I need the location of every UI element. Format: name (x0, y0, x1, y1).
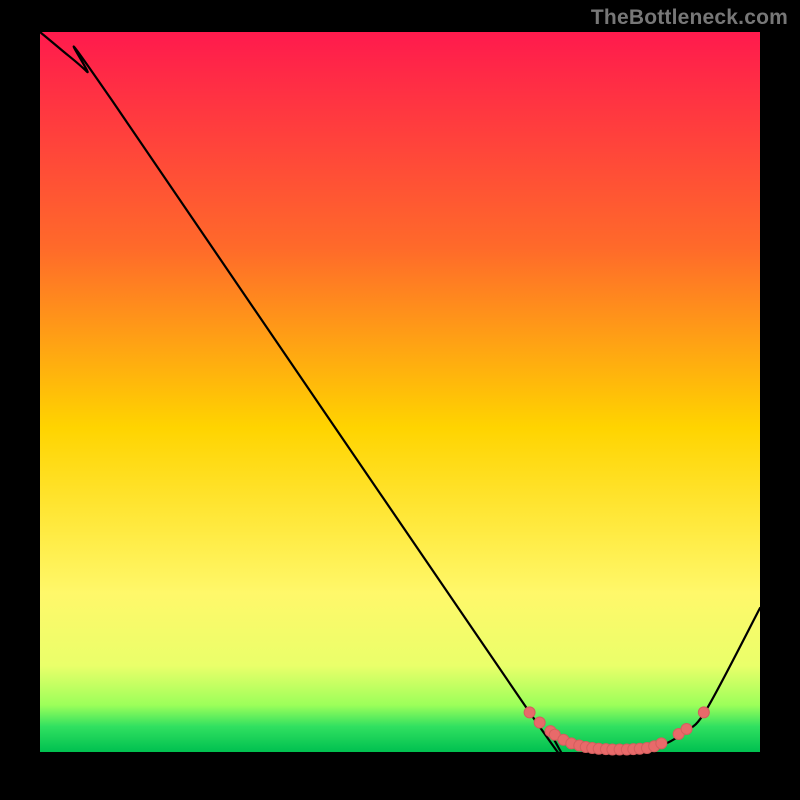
marker-dot (656, 738, 667, 749)
marker-dot (534, 717, 545, 728)
marker-dot (524, 707, 535, 718)
marker-dot (698, 707, 709, 718)
bottleneck-chart (0, 0, 800, 800)
marker-dot (681, 723, 692, 734)
gradient-background (40, 32, 760, 752)
